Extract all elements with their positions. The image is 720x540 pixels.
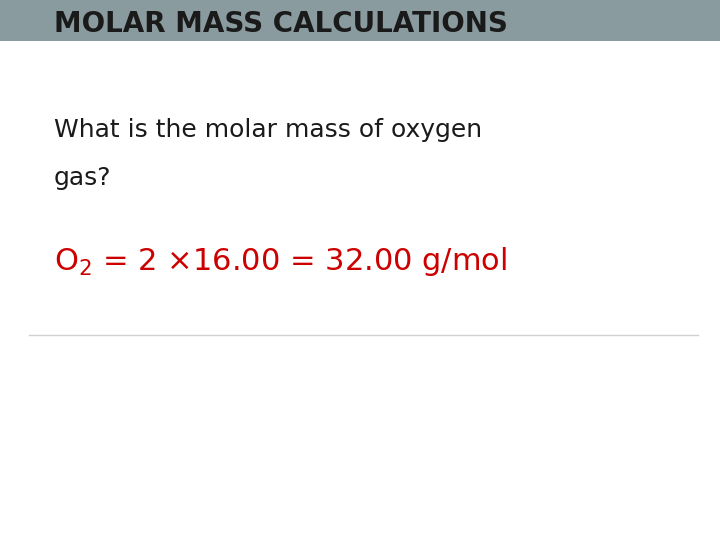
Text: What is the molar mass of oxygen: What is the molar mass of oxygen (54, 118, 482, 141)
Text: $\mathregular{O_2}$ = 2 ×16.00 = 32.00 g/mol: $\mathregular{O_2}$ = 2 ×16.00 = 32.00 g… (54, 245, 508, 279)
Text: MOLAR MASS CALCULATIONS: MOLAR MASS CALCULATIONS (54, 10, 508, 38)
Text: gas?: gas? (54, 166, 112, 190)
Bar (0, 0, 720, 40)
